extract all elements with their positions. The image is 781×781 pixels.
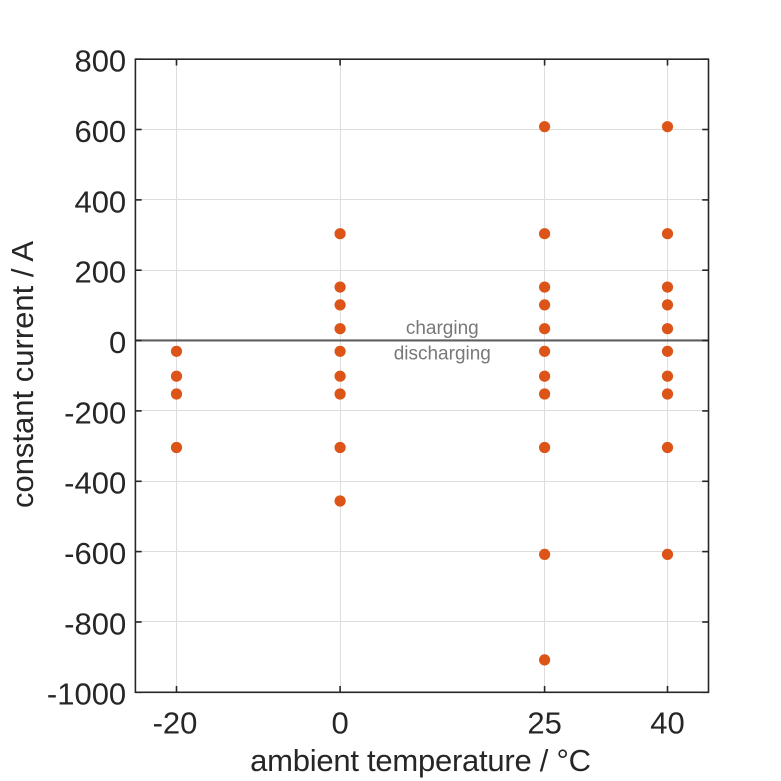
svg-text:-800: -800 <box>64 606 126 641</box>
svg-text:600: 600 <box>74 114 126 149</box>
svg-text:-400: -400 <box>64 466 126 501</box>
svg-text:200: 200 <box>74 255 126 290</box>
svg-text:400: 400 <box>74 184 126 219</box>
svg-text:40: 40 <box>650 706 684 741</box>
svg-text:-600: -600 <box>64 536 126 571</box>
svg-text:discharging: discharging <box>394 343 491 364</box>
svg-text:25: 25 <box>527 706 561 741</box>
svg-text:0: 0 <box>331 706 348 741</box>
svg-text:-200: -200 <box>64 395 126 430</box>
svg-text:constant current / A: constant current / A <box>5 241 40 508</box>
svg-text:-1000: -1000 <box>47 677 126 712</box>
svg-text:0: 0 <box>109 325 126 360</box>
svg-text:-20: -20 <box>153 706 198 741</box>
svg-text:800: 800 <box>74 44 126 79</box>
svg-text:ambient temperature / °C: ambient temperature / °C <box>250 743 591 778</box>
svg-text:charging: charging <box>406 318 479 339</box>
